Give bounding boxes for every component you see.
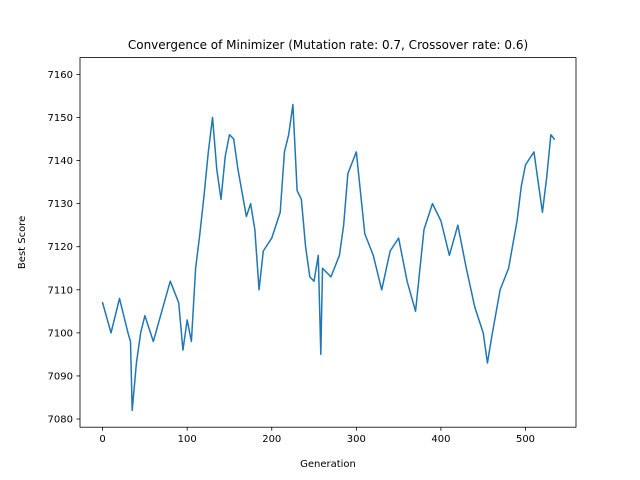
y-tick-label: 7160 [48, 70, 73, 81]
y-axis-ticks: 7080 7090 7100 7110 7120 7130 7140 7150 7160 [48, 70, 80, 426]
chart-title: Convergence of Minimizer (Mutation rate:… [128, 38, 528, 52]
y-tick-label: 7120 [48, 242, 73, 253]
x-tick-label: 500 [516, 434, 535, 445]
x-tick-label: 400 [431, 434, 450, 445]
x-tick-label: 100 [178, 434, 197, 445]
y-tick-label: 7080 [48, 415, 73, 426]
y-tick-label: 7100 [48, 328, 73, 339]
x-axis-ticks: 0 100 200 300 400 500 [99, 427, 535, 445]
x-tick-label: 0 [99, 434, 105, 445]
x-axis-title: Generation [300, 459, 356, 470]
plot-area [80, 57, 576, 428]
y-tick-label: 7110 [48, 285, 73, 296]
y-tick-label: 7130 [48, 199, 73, 210]
y-axis-title: Best Score [17, 216, 28, 269]
y-tick-label: 7150 [48, 113, 73, 124]
y-tick-label: 7090 [48, 371, 73, 382]
best-score-line [101, 103, 556, 412]
y-tick-label: 7140 [48, 156, 73, 167]
x-tick-label: 300 [347, 434, 366, 445]
x-tick-label: 200 [262, 434, 281, 445]
plot-frame [79, 57, 577, 428]
